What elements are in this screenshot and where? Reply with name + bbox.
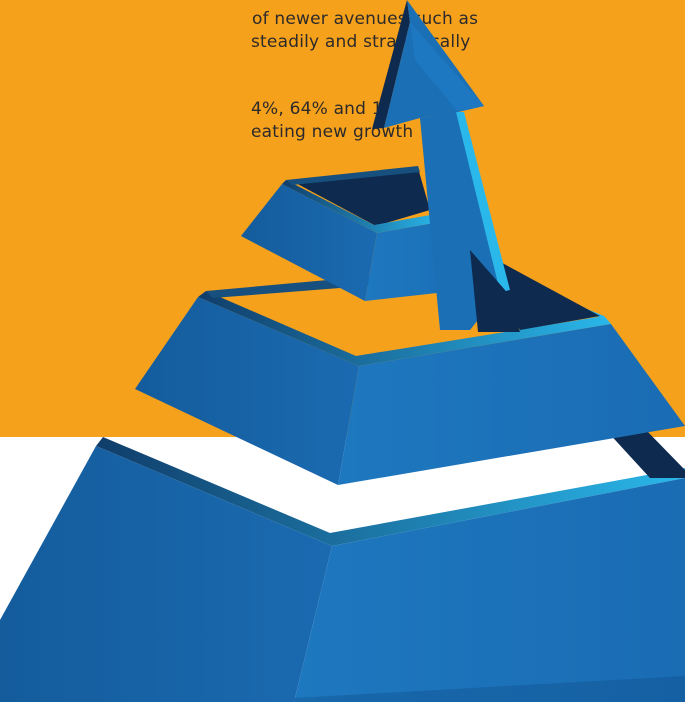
bottom-tier-front-face — [294, 478, 685, 702]
top-tier-rim — [282, 180, 440, 233]
top-tier-back-rim — [286, 166, 420, 185]
bottom-tier-rim — [96, 437, 685, 546]
middle-tier-front-face — [338, 324, 685, 485]
top-tier-opening — [292, 168, 430, 226]
pyramid-tier-middle — [135, 258, 685, 485]
arrow-head-highlight — [410, 22, 484, 112]
middle-tier-left-face — [135, 297, 359, 485]
top-tier-left-face — [241, 184, 377, 301]
bottom-tier-inner-wall — [606, 430, 685, 478]
bottom-tier-left-face — [0, 446, 332, 702]
pyramid-tier-bottom — [0, 430, 685, 702]
arrow-up — [372, 0, 520, 332]
arrow-shaft-lower — [470, 250, 520, 332]
arrow-head-side — [372, 0, 410, 129]
bottom-tier-shadow — [294, 676, 685, 702]
arrow-shaft-edge — [455, 112, 510, 292]
